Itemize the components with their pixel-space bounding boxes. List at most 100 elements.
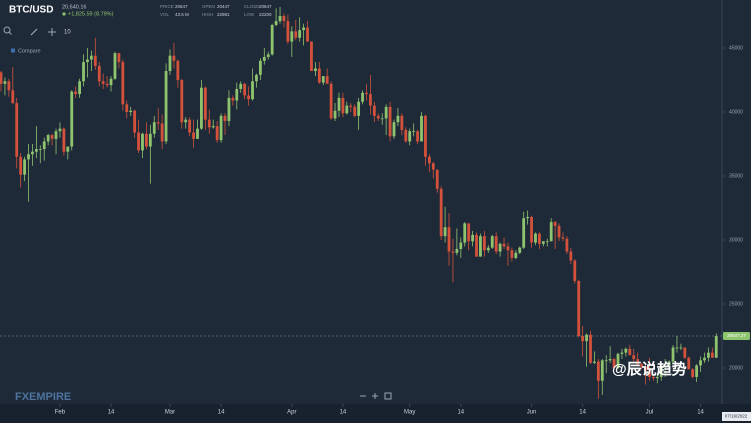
candle-body: [125, 104, 129, 112]
candle-body: [534, 233, 537, 243]
candle-body: [74, 91, 78, 95]
candle-body: [121, 62, 125, 105]
watermark: @辰说趋势: [612, 360, 687, 378]
candle-body: [337, 97, 341, 111]
candle-body: [510, 250, 514, 258]
candle-body: [675, 347, 679, 349]
candle-body: [581, 336, 585, 342]
candle-body: [345, 105, 349, 114]
candle-body: [369, 94, 372, 106]
candle-body: [526, 216, 530, 219]
candle-body: [561, 237, 565, 239]
price: 20,640.16: [62, 4, 86, 10]
stat-value: 22200: [259, 12, 272, 17]
candle-body: [589, 334, 592, 363]
toolbar[interactable]: 10 Compare: [3, 26, 71, 54]
x-tick-label: 14: [340, 410, 347, 416]
candle-body: [310, 41, 313, 72]
candle-body: [471, 234, 474, 242]
interval[interactable]: 10: [64, 30, 71, 36]
stat-value: 22981: [217, 12, 230, 17]
plot-area: 20000 25000 30000 35000 40000 45000 Feb 14 Mar 14…: [0, 7, 750, 416]
x-tick-label: Apr: [287, 410, 296, 416]
candle-body: [172, 55, 176, 61]
candle-body: [372, 105, 376, 116]
x-tick-label: Jul: [646, 410, 654, 416]
candle-body: [427, 156, 431, 164]
candle-body: [89, 55, 93, 60]
candle-body: [243, 83, 247, 96]
candle-body: [278, 16, 282, 22]
candle-body: [42, 141, 46, 150]
candle-body: [494, 236, 498, 252]
candle-body: [608, 359, 612, 361]
candle-body: [640, 364, 643, 367]
candle-body: [101, 81, 105, 84]
candle-body: [459, 242, 463, 249]
candle-body: [97, 65, 101, 82]
candle-body: [306, 27, 309, 42]
candle-body: [710, 352, 714, 358]
candle-body: [596, 361, 600, 381]
stat-value: 20647: [175, 4, 188, 9]
candle-body: [156, 122, 160, 124]
candle-body: [266, 54, 270, 57]
candle-body: [538, 233, 541, 244]
candle-body: [388, 106, 392, 137]
candle-body: [11, 90, 15, 104]
candle-body: [424, 115, 427, 157]
candle-body: [357, 101, 361, 116]
candle-body: [219, 115, 223, 141]
candle-body: [565, 238, 569, 252]
candle-body: [671, 347, 675, 362]
zoom-controls[interactable]: [360, 392, 392, 400]
candle-body: [553, 222, 557, 226]
candle-body: [109, 78, 113, 86]
stat-label: CLOSE: [244, 4, 259, 9]
candle-body: [435, 169, 439, 189]
y-tick-label: 25000: [729, 301, 743, 307]
fullscreen[interactable]: [384, 392, 392, 400]
compare-icon[interactable]: [11, 48, 15, 53]
candle-body: [353, 106, 357, 116]
candle-body: [655, 376, 659, 379]
candle-body: [192, 132, 195, 139]
candle-body: [239, 83, 243, 89]
candle-body: [203, 87, 207, 120]
candle-body: [384, 106, 388, 119]
candle-body: [317, 68, 321, 83]
compare-button[interactable]: Compare: [18, 48, 41, 54]
candle-body: [463, 223, 467, 243]
candle-body: [439, 188, 443, 237]
candle-body: [648, 370, 651, 377]
candle-body: [66, 146, 70, 152]
candle-body: [365, 92, 368, 95]
candle-body: [455, 248, 459, 253]
x-tick-label: Feb: [55, 410, 66, 416]
candle-body: [196, 128, 199, 139]
candle-body: [145, 133, 148, 147]
candle-body: [38, 149, 42, 150]
candle-body: [530, 216, 533, 243]
candle-body: [78, 81, 81, 95]
draw-icon[interactable]: [30, 28, 38, 36]
x-axis-band: [0, 404, 751, 423]
candle-body: [15, 103, 19, 157]
candle-body: [23, 159, 26, 175]
candle-body: [82, 62, 85, 82]
candle-body: [687, 357, 691, 370]
candle-body: [663, 365, 667, 367]
x-tick-label: 14: [108, 410, 115, 416]
candle-body: [148, 133, 152, 147]
candle-body: [227, 97, 231, 121]
y-tick-label: 30000: [729, 237, 743, 243]
candle-body: [412, 131, 416, 132]
candle-body: [600, 360, 604, 381]
candle-body: [644, 366, 647, 371]
candle-body: [255, 74, 258, 82]
candle-body: [498, 243, 502, 252]
candle-body: [329, 83, 333, 119]
search-icon[interactable]: [3, 26, 11, 34]
date-label: 07/19/2022: [725, 414, 748, 419]
